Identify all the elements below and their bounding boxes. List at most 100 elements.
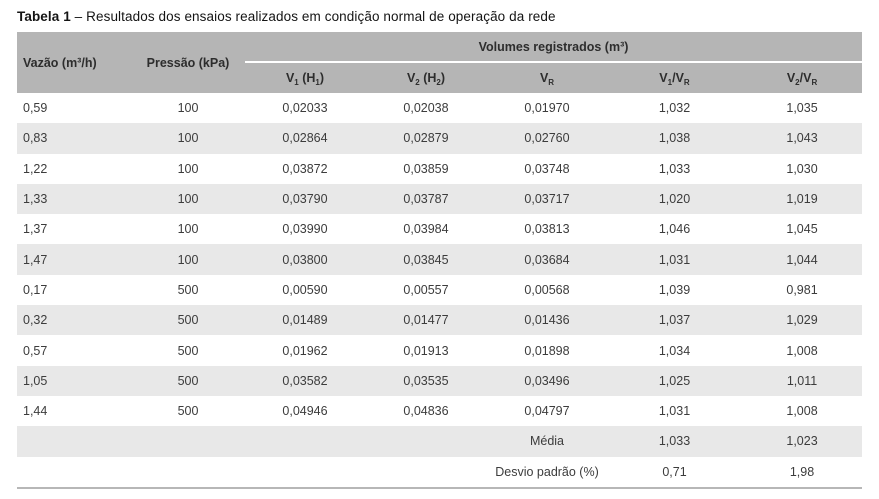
cell-v1-vr: 1,046	[658, 222, 691, 237]
cell-vazao: 1,44	[23, 404, 48, 419]
header-v1: V1 (H1)	[245, 62, 365, 93]
cell-vazao: 0,59	[23, 101, 48, 116]
cell-v2: 0,03535	[365, 365, 487, 396]
summary-label: Desvio padrão (%)	[495, 464, 599, 479]
table-row: 0,59 100 0,02033 0,02038 0,01970 1,032 1,035	[17, 93, 862, 123]
cell-vazao: 0,57	[23, 343, 48, 358]
cell-vr: 0,03717	[487, 183, 607, 215]
table-row: 1,44 500 0,04946 0,04836 0,04797 1,031 1,008	[17, 396, 862, 426]
header-v2: V2 (H2)	[365, 62, 487, 93]
cell-v2: 0,03845	[365, 244, 487, 275]
table-caption-label: Tabela 1	[17, 9, 71, 24]
cell-v2: 0,02879	[365, 123, 487, 154]
cell-v1-vr: 1,032	[658, 101, 691, 116]
cell-pressao: 100	[177, 222, 199, 237]
cell-v2-vr: 1,035	[786, 101, 818, 116]
cell-vazao: 1,33	[17, 183, 131, 215]
cell-v2-vr: 1,008	[786, 404, 818, 419]
cell-vr: 0,03748	[524, 161, 570, 176]
cell-v1-vr: 1,034	[658, 343, 691, 358]
header-volumes-group: Volumes registrados (m³)	[245, 32, 863, 63]
cell-v1: 0,04946	[282, 404, 328, 419]
cell-v1: 0,03790	[245, 183, 365, 215]
header-pressao: Pressão (kPa)	[131, 32, 245, 93]
cell-v2-vr: 1,98	[789, 464, 815, 479]
cell-pressao: 100	[131, 183, 245, 215]
header-group-row: Vazão (m³/h) Pressão (kPa) Volumes regis…	[17, 32, 863, 93]
cell-v1	[245, 457, 365, 488]
cell-pressao: 100	[131, 123, 245, 154]
cell-pressao	[131, 426, 245, 457]
cell-vazao: 1,22	[23, 161, 48, 176]
table-row: 1,47 100 0,03800 0,03845 0,03684 1,031 1,044	[17, 244, 863, 275]
table-body: 0,59 100 0,02033 0,02038 0,01970 1,032 1,035 0,…	[17, 93, 863, 488]
cell-vazao: 1,37	[23, 222, 48, 237]
cell-vazao: 1,47	[17, 244, 131, 275]
table-row: 1,05 500 0,03582 0,03535 0,03496 1,025 1,011	[17, 365, 863, 396]
cell-pressao: 500	[177, 404, 199, 419]
cell-v2-vr: 1,008	[786, 343, 818, 358]
header-sub-row: V1 (H1) V2 (H2) VR V1/VR V2/VR	[17, 62, 863, 93]
cell-v1	[245, 426, 365, 457]
cell-v2: 0,01913	[403, 343, 449, 358]
cell-v1-vr: 1,031	[607, 244, 742, 275]
cell-v1-vr: 1,033	[658, 161, 691, 176]
cell-pressao: 100	[131, 244, 245, 275]
table-caption-text: – Resultados dos ensaios realizados em c…	[70, 9, 556, 24]
table-row: 0,57 500 0,01962 0,01913 0,01898 1,034 1,008	[17, 335, 862, 365]
cell-v1: 0,02864	[245, 123, 365, 154]
cell-v2-vr: 0,981	[786, 282, 818, 297]
table-header: Vazão (m³/h) Pressão (kPa) Volumes regis…	[17, 32, 863, 93]
cell-vr: 0,03496	[487, 365, 607, 396]
cell-vr: 0,01898	[524, 343, 570, 358]
cell-v2	[365, 457, 487, 488]
cell-v1-vr: 1,037	[607, 305, 742, 336]
cell-v2-vr: 1,011	[742, 365, 863, 396]
cell-v1-vr: 1,020	[607, 183, 742, 215]
cell-v1: 0,01489	[245, 305, 365, 336]
cell-v2: 0,03984	[403, 222, 449, 237]
cell-v1-vr: 1,033	[607, 426, 742, 457]
cell-vr: 0,01436	[487, 305, 607, 336]
header-v2-vr: V2/VR	[742, 62, 863, 93]
cell-pressao: 100	[177, 101, 199, 116]
cell-pressao: 100	[177, 161, 199, 176]
cell-v1: 0,03872	[282, 161, 328, 176]
header-vr: VR	[487, 62, 607, 93]
cell-v1: 0,03990	[282, 222, 328, 237]
cell-v2-vr: 1,023	[742, 426, 863, 457]
header-v1-vr: V1/VR	[607, 62, 742, 93]
cell-vazao	[17, 426, 131, 457]
table-row: 0,32 500 0,01489 0,01477 0,01436 1,037 1,029	[17, 305, 863, 336]
cell-v2-vr: 1,029	[742, 305, 863, 336]
cell-v1: 0,00590	[282, 282, 328, 297]
cell-v2-vr: 1,044	[742, 244, 863, 275]
cell-pressao: 500	[177, 282, 199, 297]
cell-v1: 0,03582	[245, 365, 365, 396]
cell-vazao	[17, 457, 131, 488]
cell-vazao: 0,17	[23, 282, 48, 297]
table-row: 1,37 100 0,03990 0,03984 0,03813 1,046 1,045	[17, 214, 862, 244]
cell-pressao	[131, 457, 245, 488]
cell-v1-vr: 1,025	[607, 365, 742, 396]
summary-row: Desvio padrão (%) 0,71 1,98	[17, 457, 862, 488]
cell-v1-vr: 0,71	[662, 464, 687, 479]
cell-vazao: 0,32	[17, 305, 131, 336]
table-row: 1,33 100 0,03790 0,03787 0,03717 1,020 1,019	[17, 183, 863, 215]
cell-v2	[365, 426, 487, 457]
table-row: 0,83 100 0,02864 0,02879 0,02760 1,038 1,043	[17, 123, 863, 154]
header-vazao: Vazão (m³/h)	[17, 32, 131, 93]
summary-row: Média 1,033 1,023	[17, 426, 863, 457]
cell-v1-vr: 1,031	[658, 404, 691, 419]
cell-v2: 0,02038	[403, 101, 449, 116]
summary-label: Média	[487, 426, 607, 457]
results-table: Vazão (m³/h) Pressão (kPa) Volumes regis…	[17, 32, 863, 489]
cell-vr: 0,03813	[524, 222, 570, 237]
cell-vr: 0,01970	[524, 101, 570, 116]
cell-v1-vr: 1,038	[607, 123, 742, 154]
cell-v2-vr: 1,045	[786, 222, 818, 237]
cell-pressao: 500	[131, 365, 245, 396]
cell-v2: 0,04836	[403, 404, 449, 419]
cell-vr: 0,04797	[524, 404, 570, 419]
